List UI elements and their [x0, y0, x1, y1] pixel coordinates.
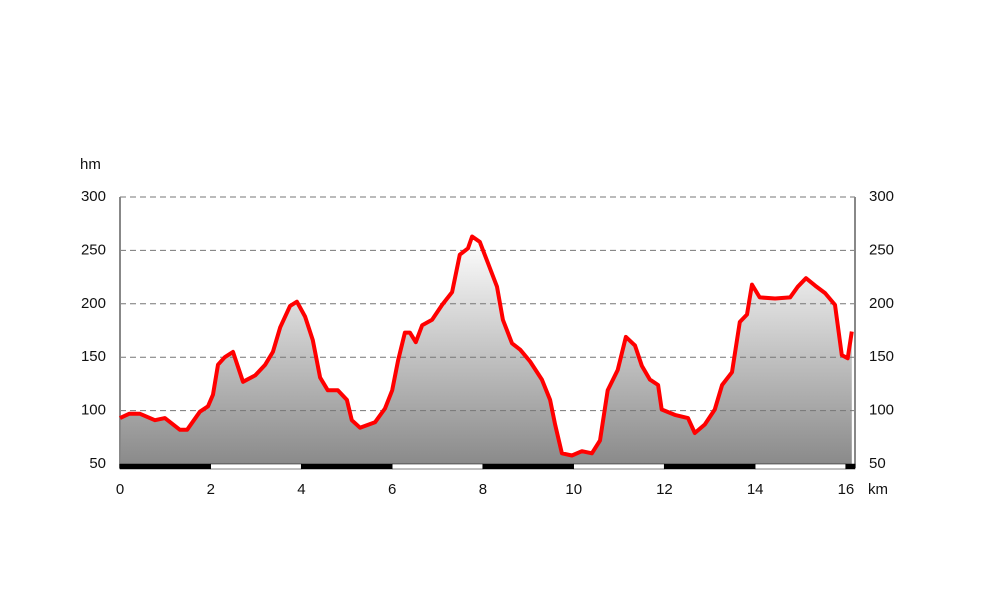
scale-bar-segment	[391, 463, 484, 470]
scale-bar-segment	[573, 463, 665, 470]
y-tick-label-right: 50	[869, 455, 886, 472]
x-tick-label: 10	[565, 481, 582, 498]
y-tick-label: 250	[81, 241, 106, 258]
area-fill	[120, 236, 852, 464]
elevation-line	[119, 234, 854, 458]
y-tick-label: 200	[81, 295, 106, 312]
x-tick-label: 0	[116, 481, 124, 498]
scale-bar-segment	[210, 463, 302, 470]
y-tick-label-right: 100	[869, 402, 894, 419]
scale-bar-segment	[301, 463, 393, 470]
y-tick-label-right: 150	[869, 348, 894, 365]
scale-bar-segment	[664, 463, 756, 470]
scale-bar-segment	[482, 463, 574, 470]
x-tick-label: 8	[479, 481, 487, 498]
y-tick-label: 300	[81, 188, 106, 205]
y-tick-label-right: 250	[869, 241, 894, 258]
y-axis-label: hm	[80, 156, 101, 173]
x-tick-label: 6	[388, 481, 396, 498]
x-tick-label: 4	[297, 481, 305, 498]
y-tick-label-right: 200	[869, 295, 894, 312]
y-tick-label: 100	[81, 402, 106, 419]
x-tick-label: 16	[838, 481, 855, 498]
scale-bar-segment	[845, 463, 856, 470]
y-tick-label: 50	[89, 455, 106, 472]
scale-bar-segment	[119, 463, 211, 470]
x-tick-label: 2	[207, 481, 215, 498]
x-tick-label: 14	[747, 481, 764, 498]
y-tick-label: 150	[81, 348, 106, 365]
y-tick-label-right: 300	[869, 188, 894, 205]
x-axis-label: km	[868, 481, 888, 498]
scale-bar-segment	[754, 463, 847, 470]
x-tick-label: 12	[656, 481, 673, 498]
